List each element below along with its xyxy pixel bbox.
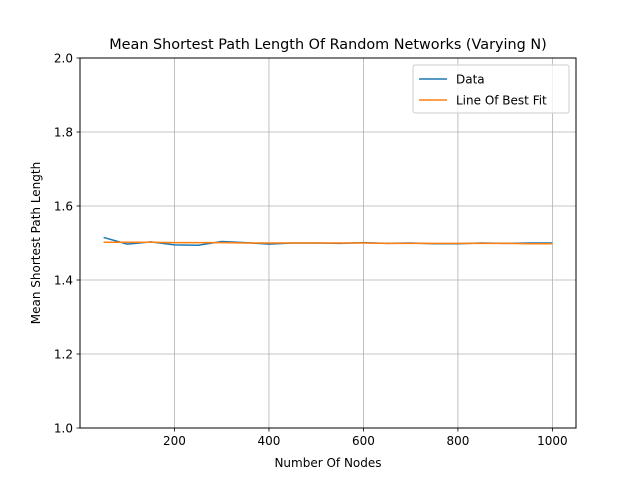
chart-title: Mean Shortest Path Length Of Random Netw… <box>109 37 546 53</box>
y-tick-label: 1.8 <box>54 126 73 140</box>
series-line-line-of-best-fit <box>103 241 553 245</box>
legend-box <box>412 64 570 114</box>
ticks: 200 400 600 800 1000 1.0 1.2 1.4 1.6 1.8 2.0 <box>54 52 568 449</box>
y-tick-label: 2.0 <box>54 52 73 66</box>
y-tick-label: 1.4 <box>54 274 73 288</box>
x-tick-label: 1000 <box>537 434 568 448</box>
y-tick-label: 1.6 <box>54 200 73 214</box>
legend-label: Data <box>456 73 485 87</box>
x-tick-label: 200 <box>163 434 186 448</box>
x-axis-label: Number Of Nodes <box>274 456 381 470</box>
x-tick-label: 600 <box>352 434 375 448</box>
y-tick-label: 1.2 <box>54 348 73 362</box>
legend-label: Line Of Best Fit <box>456 94 547 108</box>
x-tick-label: 800 <box>446 434 469 448</box>
legend: Data Line Of Best Fit <box>412 64 570 114</box>
plot-frame <box>79 57 577 429</box>
series-layer <box>103 236 553 246</box>
x-tick-label: 400 <box>257 434 280 448</box>
y-tick-label: 1.0 <box>54 422 73 436</box>
y-axis-label: Mean Shortest Path Length <box>29 162 43 324</box>
